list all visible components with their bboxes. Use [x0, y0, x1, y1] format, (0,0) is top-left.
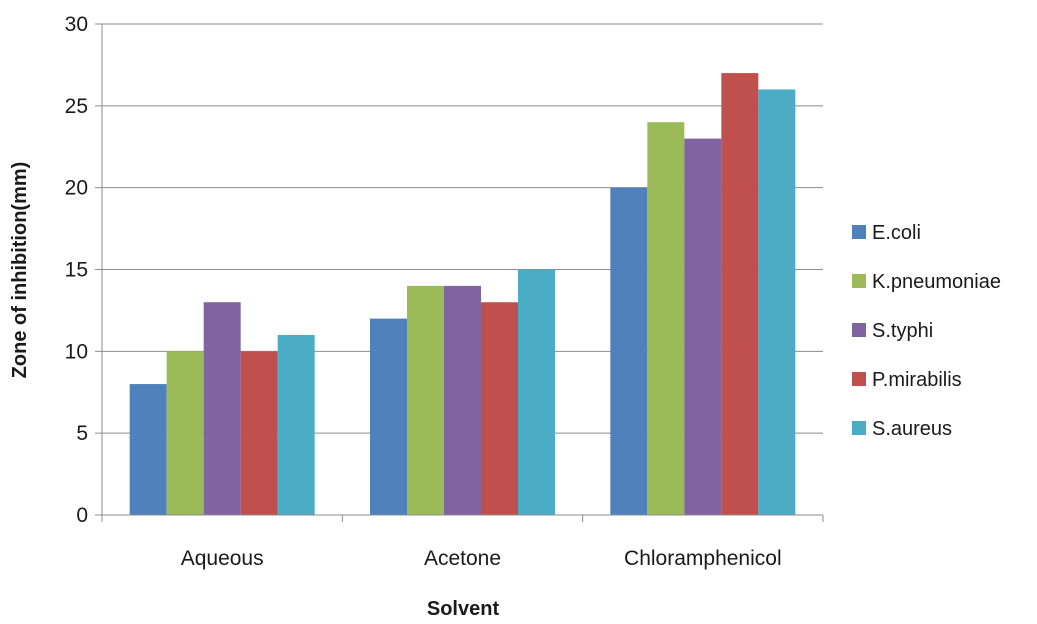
y-axis-title: Zone of inhibition(mm) — [9, 162, 31, 379]
y-tick-label: 10 — [65, 340, 88, 363]
bars — [129, 73, 796, 516]
bar-e-coli — [129, 384, 167, 515]
legend-swatch — [852, 225, 866, 239]
legend-swatch — [852, 323, 866, 337]
bar-s-aureus — [518, 269, 555, 515]
bar-p-mirabilis — [481, 302, 518, 515]
legend-label: S.typhi — [872, 320, 933, 342]
bar-s-typhi — [444, 285, 481, 515]
y-tick-label: 0 — [76, 504, 88, 527]
legend-label: K.pneumoniae — [872, 271, 1001, 293]
y-tick-label: 30 — [65, 13, 88, 36]
tick-labels: 0 5 10 15 20 25 30 Aqueous Acetone Chloramphenico… — [65, 13, 782, 570]
x-category-label: Acetone — [424, 547, 501, 570]
y-tick-label: 5 — [76, 422, 88, 445]
bar-s-aureus — [277, 334, 315, 515]
x-category-label: Aqueous — [181, 547, 264, 570]
bar-e-coli — [370, 318, 407, 515]
y-tick-label: 20 — [65, 177, 88, 200]
y-tick-label: 15 — [65, 259, 88, 282]
legend-swatch — [852, 274, 866, 288]
bar-s-typhi — [684, 138, 722, 516]
x-axis-title: Solvent — [427, 598, 500, 619]
legend-label: E.coli — [872, 222, 921, 244]
bar-s-aureus — [758, 89, 796, 515]
y-tick-label: 25 — [65, 95, 88, 118]
axes — [95, 23, 824, 522]
legend-swatch — [852, 421, 866, 435]
legend-swatch — [852, 372, 866, 386]
bar-p-mirabilis — [240, 351, 278, 515]
legend-label: P.mirabilis — [872, 369, 962, 391]
legend-label: S.aureus — [872, 418, 952, 440]
bar-e-coli — [610, 187, 648, 515]
bar-k-pneumoniae — [407, 285, 444, 515]
bar-k-pneumoniae — [166, 351, 204, 515]
bar-p-mirabilis — [721, 73, 759, 515]
bar-s-typhi — [203, 302, 241, 515]
legend: E.coli K.pneumoniae S.typhi P.mirabilis S.au… — [852, 222, 1001, 440]
x-category-label: Chloramphenicol — [624, 547, 782, 570]
bar-k-pneumoniae — [647, 122, 685, 515]
